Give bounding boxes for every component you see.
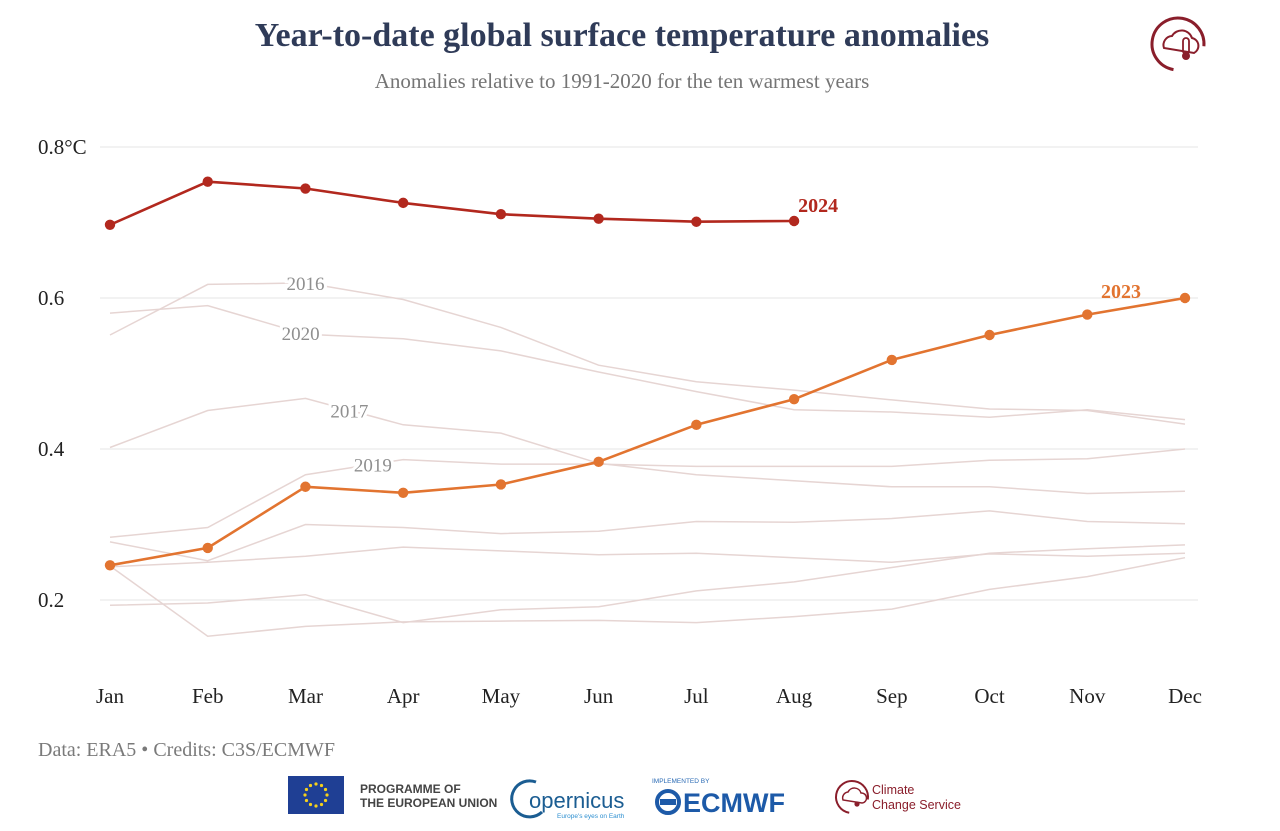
series-line-2020 <box>109 304 1186 421</box>
eu-star <box>314 782 318 786</box>
x-tick-label: Sep <box>876 684 908 708</box>
y-tick-label: 0.8°C <box>38 135 87 159</box>
x-tick-label: Feb <box>192 684 224 708</box>
eu-star <box>319 802 324 807</box>
ecmwf-logo: IMPLEMENTED BY ECMWF <box>652 778 785 818</box>
series-line-other-6 <box>109 546 1186 568</box>
other-years-series <box>109 282 1186 637</box>
series-line-other-5 <box>109 510 1186 562</box>
point-2023-may <box>495 479 507 490</box>
series-label-2023: 2023 <box>1101 281 1141 303</box>
eu-star <box>323 787 328 792</box>
copernicus-tagline: Europe's eyes on Earth <box>557 813 625 820</box>
x-tick-label: Jun <box>584 684 614 708</box>
y-tick-label: 0.4 <box>38 437 65 461</box>
eu-stars-icon <box>303 782 329 808</box>
c3s-emblem-icon <box>1150 16 1206 72</box>
point-2023-jun <box>593 456 604 468</box>
chart-subtitle: Anomalies relative to 1991-2020 for the … <box>375 69 870 93</box>
highlighted-series <box>104 176 1191 571</box>
point-2023-mar <box>300 481 311 492</box>
point-2023-nov <box>1082 309 1093 320</box>
x-tick-label: Aug <box>776 684 813 708</box>
copernicus-wordmark: opernicus <box>529 788 624 813</box>
ecmwf-wordmark: ECMWF <box>683 788 785 818</box>
ecmwf-mark-icon <box>655 789 681 815</box>
series-label-2024: 2024 <box>798 195 838 217</box>
series-label-2020: 2020 <box>282 324 320 345</box>
x-axis: Jan Feb Mar Apr May Jun Jul Aug Sep Oct Nov Dec <box>96 684 1202 708</box>
series-line-2019 <box>109 448 1186 539</box>
series-labels: 2016 2020 2017 2019 2023 2024 <box>279 195 1141 479</box>
chart-title: Year-to-date global surface temperature … <box>255 17 990 54</box>
series-line-2024 <box>109 180 795 226</box>
point-2024-may <box>495 208 507 220</box>
series-line-2017 <box>109 397 1186 495</box>
eu-star <box>304 787 309 792</box>
series-line-2023 <box>109 296 1186 567</box>
point-2024-aug <box>788 215 800 227</box>
eu-programme-line2: THE EUROPEAN UNION <box>360 796 497 810</box>
grid-lines <box>100 146 1198 601</box>
point-2023-jan <box>104 560 116 571</box>
eu-star <box>303 793 307 797</box>
point-2024-jul <box>691 216 702 227</box>
eu-logo: PROGRAMME OF THE EUROPEAN UNION <box>288 776 497 814</box>
y-tick-label: 0.2 <box>38 588 64 612</box>
eu-star <box>308 802 313 807</box>
point-2024-apr <box>397 197 409 209</box>
credits-text: Data: ERA5 • Credits: C3S/ECMWF <box>38 739 335 761</box>
point-2024-feb <box>202 176 213 187</box>
x-tick-label: Jul <box>684 684 709 708</box>
point-2023-dec <box>1179 292 1191 304</box>
eu-star <box>325 793 329 797</box>
eu-star <box>323 798 328 803</box>
copernicus-c-icon <box>510 779 544 819</box>
series-line-other-7 <box>109 544 1186 624</box>
point-2023-apr <box>397 487 409 498</box>
copernicus-logo: opernicus Europe's eyes on Earth <box>510 779 625 820</box>
y-tick-label: 0.6 <box>38 286 64 310</box>
x-tick-label: May <box>482 684 521 708</box>
eu-star <box>319 783 324 788</box>
series-line-2016 <box>109 282 1186 425</box>
point-2024-jan <box>104 219 116 230</box>
eu-star <box>308 783 313 788</box>
point-2023-jul <box>691 419 702 431</box>
c3s-footer-line2: Change Service <box>872 798 961 812</box>
x-tick-label: Jan <box>96 684 124 708</box>
series-label-2017: 2017 <box>330 401 368 422</box>
c3s-footer-line1: Climate <box>872 783 914 797</box>
x-tick-label: Apr <box>387 684 420 708</box>
c3s-footer-icon <box>835 780 869 814</box>
series-label-2019: 2019 <box>354 455 392 476</box>
point-2024-jun <box>593 213 604 224</box>
point-2023-oct <box>984 329 995 341</box>
point-2024-mar <box>300 183 311 194</box>
x-tick-label: Oct <box>974 684 1004 708</box>
eu-star <box>304 798 309 803</box>
y-axis: 0.2 0.4 0.6 0.8°C <box>38 135 87 612</box>
c3s-footer-logo: Climate Change Service <box>835 780 961 814</box>
x-tick-label: Dec <box>1168 684 1202 708</box>
eu-programme-line1: PROGRAMME OF <box>360 782 461 796</box>
series-label-2016: 2016 <box>286 274 324 295</box>
point-2023-aug <box>788 393 800 405</box>
x-tick-label: Mar <box>288 684 323 708</box>
series-line-other-8 <box>109 556 1186 637</box>
eu-star <box>314 804 318 808</box>
point-2023-feb <box>202 542 213 554</box>
point-2023-sep <box>886 354 898 366</box>
ecmwf-implemented-by: IMPLEMENTED BY <box>652 778 710 785</box>
x-tick-label: Nov <box>1069 684 1106 708</box>
